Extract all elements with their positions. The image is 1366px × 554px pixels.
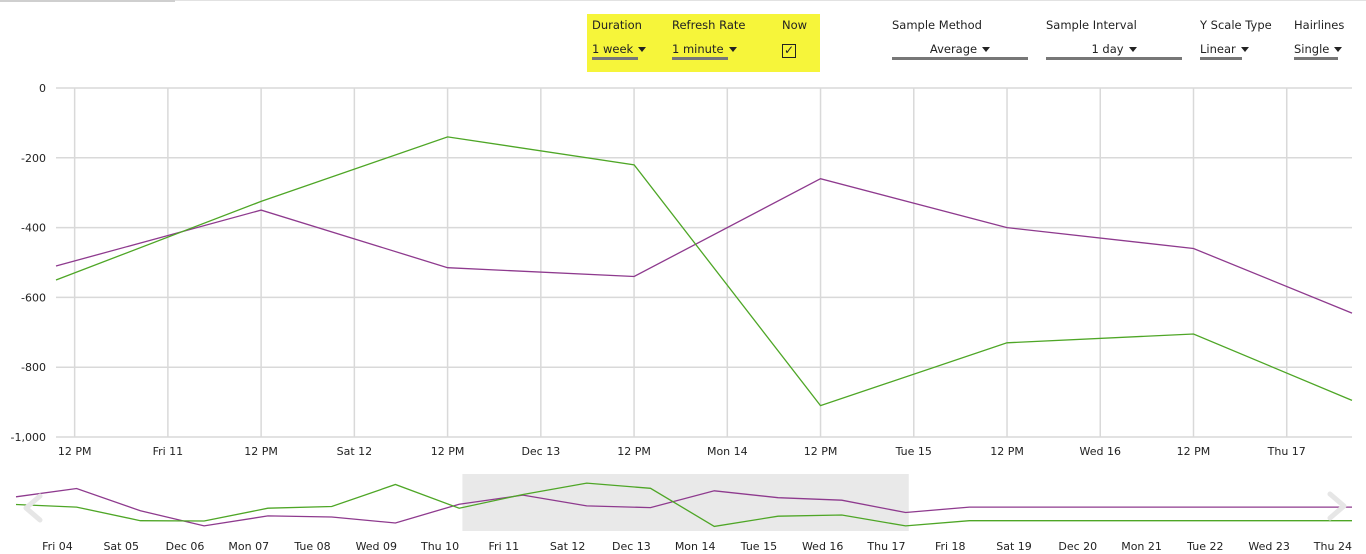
navigator-x-tick-label: Wed 23 <box>1248 540 1289 553</box>
navigator-x-tick-label: Dec 06 <box>166 540 205 553</box>
x-tick-label: Fri 11 <box>153 445 184 458</box>
navigator-x-tick-label: Fri 04 <box>42 540 73 553</box>
chevron-left-icon <box>23 493 43 523</box>
refresh-rate-label: Refresh Rate <box>672 18 746 32</box>
refresh-rate-dropdown[interactable]: 1 minute <box>672 42 737 60</box>
navigator-x-tick-label: Mon 07 <box>228 540 269 553</box>
x-tick-label: Thu 17 <box>1267 445 1306 458</box>
duration-label: Duration <box>592 18 642 32</box>
scroll-right-button[interactable] <box>1327 491 1347 521</box>
refresh-rate-value: 1 minute <box>672 42 724 56</box>
main-x-axis: 12 PM Fri 11 12 PM Sat 12 12 PM Dec 13 12 PM Mo… <box>58 445 1306 458</box>
sample-interval-value: 1 day <box>1091 42 1124 56</box>
y-scale-type-label: Y Scale Type <box>1200 18 1272 32</box>
y-tick-label: -600 <box>21 291 46 304</box>
series-line-1 <box>55 178 1353 314</box>
y-tick-label: -400 <box>21 222 46 235</box>
x-tick-label: 12 PM <box>804 445 838 458</box>
navigator-x-tick-label: Wed 09 <box>356 540 397 553</box>
navigator-x-tick-label: Tue 08 <box>293 540 330 553</box>
navigator-range-selection[interactable] <box>462 474 909 531</box>
navigator-x-tick-label: Fri 18 <box>935 540 966 553</box>
x-tick-label: Tue 15 <box>895 445 932 458</box>
selected-range-rect[interactable] <box>462 474 909 531</box>
hairlines-label: Hairlines <box>1294 18 1345 32</box>
highlighted-controls-group <box>587 14 820 72</box>
navigator-x-tick-label: Tue 15 <box>740 540 777 553</box>
chart-controls: Duration 1 week Refresh Rate 1 minute No… <box>0 0 1366 80</box>
x-tick-label: 12 PM <box>431 445 465 458</box>
series-line-2 <box>55 136 1353 407</box>
chevron-down-icon <box>1128 47 1137 52</box>
scroll-left-button[interactable] <box>23 493 43 523</box>
navigator-x-tick-label: Dec 20 <box>1058 540 1097 553</box>
navigator-x-tick-label: Dec 13 <box>612 540 651 553</box>
top-border-accent <box>0 0 175 2</box>
hairlines-dropdown[interactable]: Single <box>1294 42 1343 60</box>
main-chart-grid <box>56 87 1352 438</box>
x-tick-label: 12 PM <box>617 445 651 458</box>
y-tick-label: -200 <box>21 152 46 165</box>
chevron-down-icon <box>982 47 991 52</box>
navigator-x-tick-label: Thu 24 <box>1313 540 1352 553</box>
sample-interval-label: Sample Interval <box>1046 18 1137 32</box>
chevron-down-icon <box>1240 47 1249 52</box>
navigator-x-tick-label: Mon 14 <box>675 540 716 553</box>
x-tick-label: 12 PM <box>58 445 92 458</box>
now-checkbox[interactable]: ✓ <box>782 44 796 58</box>
navigator-x-tick-label: Thu 17 <box>866 540 905 553</box>
navigator-x-tick-label: Wed 16 <box>802 540 843 553</box>
x-tick-label: 12 PM <box>244 445 278 458</box>
sample-interval-dropdown[interactable]: 1 day <box>1046 42 1182 60</box>
y-tick-label: 0 <box>39 82 46 95</box>
navigator-x-tick-label: Sat 05 <box>103 540 139 553</box>
chevron-down-icon <box>638 47 647 52</box>
x-tick-label: Sat 12 <box>337 445 373 458</box>
y-tick-label: -1,000 <box>11 431 46 444</box>
duration-value: 1 week <box>592 42 634 56</box>
check-icon: ✓ <box>783 43 795 57</box>
now-label: Now <box>782 18 808 32</box>
main-y-axis: 0 -200 -400 -600 -800 -1,000 <box>11 82 46 444</box>
duration-dropdown[interactable]: 1 week <box>592 42 647 60</box>
navigator-x-tick-label: Sat 19 <box>996 540 1032 553</box>
navigator-series-line-1 <box>15 487 1352 527</box>
navigator-x-tick-label: Sat 12 <box>550 540 586 553</box>
y-scale-type-value: Linear <box>1200 42 1236 56</box>
x-tick-label: 12 PM <box>1177 445 1211 458</box>
top-border <box>0 0 1366 1</box>
navigator-x-tick-label: Mon 21 <box>1121 540 1162 553</box>
chevron-down-icon <box>1334 47 1343 52</box>
navigator-x-axis: Fri 04 Sat 05 Dec 06 Mon 07 Tue 08 Wed 09 Thu … <box>42 540 1352 553</box>
x-tick-label: 12 PM <box>990 445 1024 458</box>
navigator-series <box>15 482 1352 528</box>
sample-method-dropdown[interactable]: Average <box>892 42 1028 60</box>
main-chart-series <box>55 136 1353 407</box>
chevron-right-icon <box>1327 491 1347 521</box>
hairlines-value: Single <box>1294 42 1330 56</box>
x-tick-label: Mon 14 <box>707 445 748 458</box>
sample-method-value: Average <box>929 42 978 56</box>
y-scale-type-dropdown[interactable]: Linear <box>1200 42 1249 60</box>
y-tick-label: -800 <box>21 361 46 374</box>
navigator-x-tick-label: Thu 10 <box>420 540 459 553</box>
navigator-x-tick-label: Fri 11 <box>489 540 520 553</box>
sample-method-label: Sample Method <box>892 18 982 32</box>
navigator-x-tick-label: Tue 22 <box>1186 540 1223 553</box>
x-tick-label: Dec 13 <box>521 445 560 458</box>
chevron-down-icon <box>728 47 737 52</box>
x-tick-label: Wed 16 <box>1080 445 1121 458</box>
navigator-series-line-2 <box>15 482 1352 528</box>
